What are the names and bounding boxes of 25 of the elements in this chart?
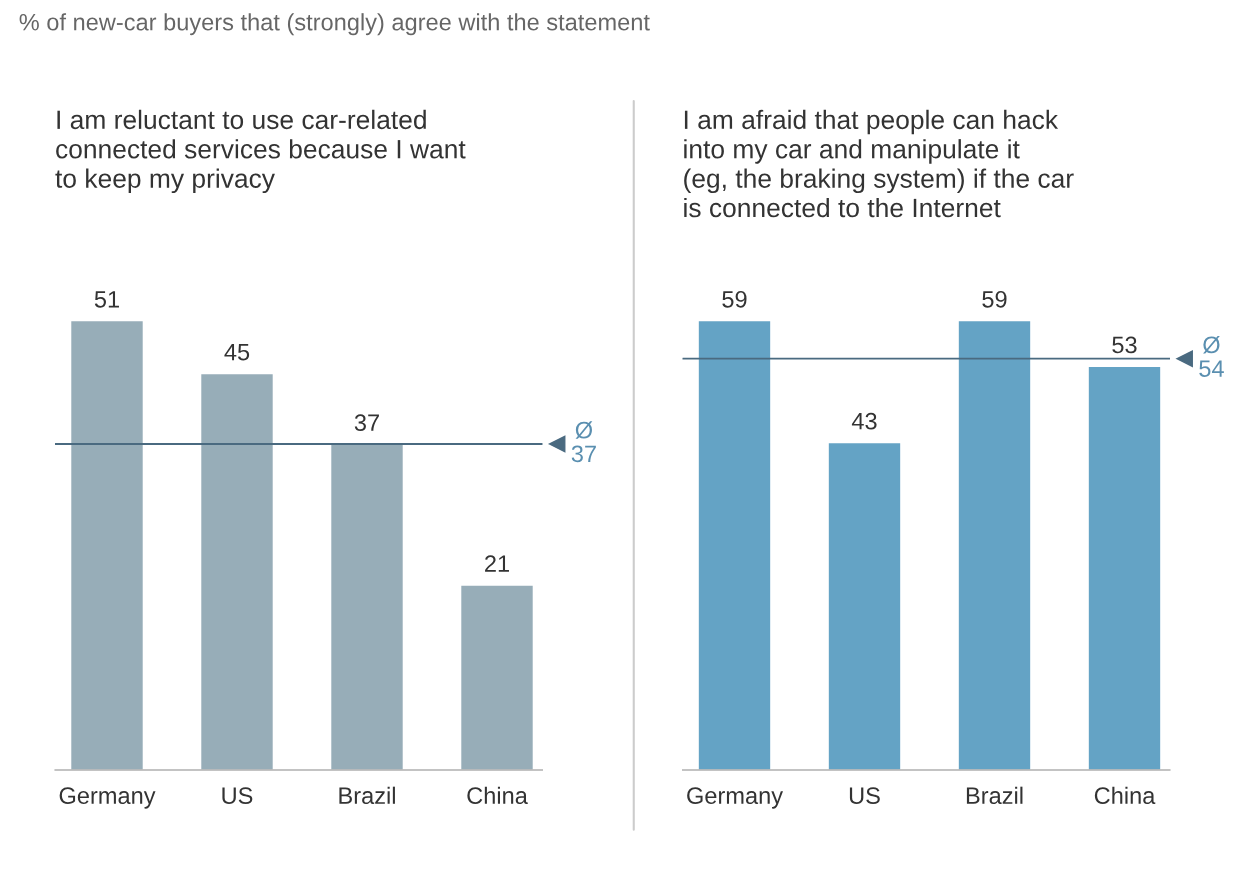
data-label: 43 (851, 412, 877, 430)
ref-line-label: Ø 37 (571, 421, 596, 463)
x-tick-label: Brazil (339, 786, 395, 805)
x-tick-label: Brazil (966, 786, 1023, 805)
ref-line-label: Ø 54 (1199, 336, 1224, 377)
data-label: 59 (722, 290, 747, 308)
bar (69, 319, 145, 771)
bar (329, 443, 405, 771)
data-label: 21 (485, 555, 509, 572)
x-tick-label: China (1094, 786, 1156, 805)
bar (199, 372, 275, 771)
chart-title: I am afraid that people can hack into my car and manipulate it (eg, the braking system) if the car is connected to the Internet (684, 109, 1074, 218)
bar (459, 584, 535, 771)
chart-subtitle: % of new-car buyers that (strongly) agree with the statement (19, 13, 650, 36)
x-tick-label: US (222, 787, 253, 805)
x-tick-label: China (467, 786, 528, 805)
data-label: 45 (224, 344, 250, 361)
x-tick-label: Germany (59, 787, 156, 809)
data-label: 53 (1112, 336, 1137, 354)
x-tick-label: Germany (687, 787, 784, 809)
data-label: 51 (94, 291, 119, 308)
chart-title: I am reluctant to use car-related connected services because I want to keep my privacy (55, 109, 466, 194)
x-tick-label: US (849, 787, 880, 805)
data-label: 37 (354, 414, 379, 431)
data-label: 59 (982, 290, 1007, 308)
